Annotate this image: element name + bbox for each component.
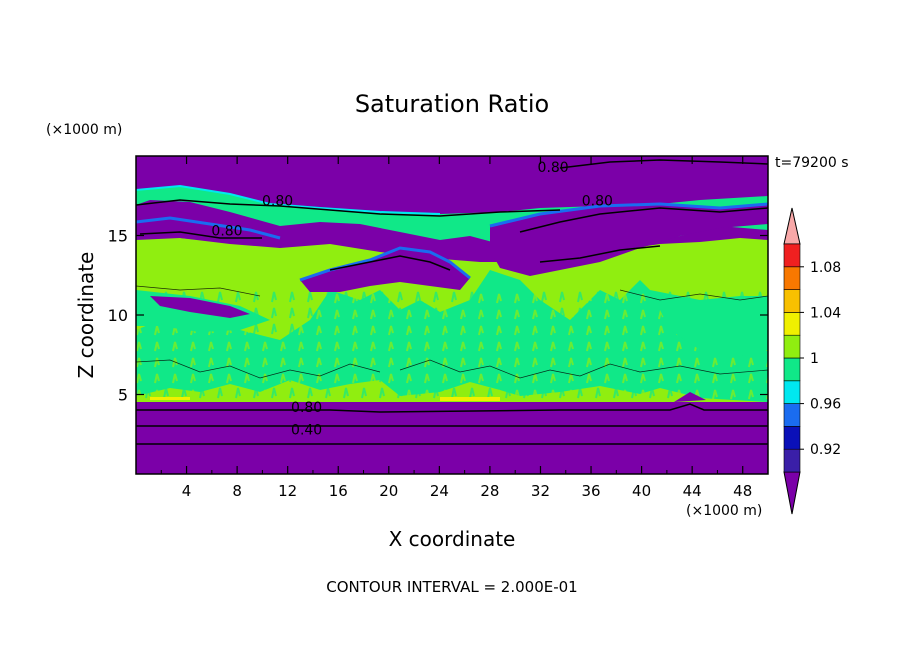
contour-wiggle-2 <box>399 359 768 379</box>
x-axis-ticks: 4 8 12 16 20 24 28 32 36 40 44 48 <box>160 156 752 500</box>
blue-edge-4 <box>136 184 441 215</box>
colorbar-below-triangle <box>783 471 801 515</box>
contour-wiggle-4 <box>619 289 768 301</box>
colorbar-band <box>783 426 801 450</box>
contour-wiggles <box>136 285 768 379</box>
colorbar-band <box>783 266 801 290</box>
dry-band-1 <box>136 156 768 214</box>
y-tick-label: 15 <box>108 227 128 246</box>
y-tick-label: 5 <box>118 386 128 405</box>
colorbar-tick-label: 1.08 <box>810 260 841 276</box>
saturation-field <box>136 156 768 474</box>
contour-line-top <box>559 159 768 169</box>
contour-label: 0.80 <box>262 194 293 210</box>
contour-line-080-lower <box>136 403 768 413</box>
chart-title: Saturation Ratio <box>355 90 549 118</box>
colorbar-band <box>783 380 801 404</box>
x-unit-label: (×1000 m) <box>686 503 762 519</box>
x-tick-label: 36 <box>581 482 600 500</box>
x-tick-label: 28 <box>480 482 499 500</box>
blue-edge-1 <box>136 216 281 240</box>
colorbar-band <box>783 243 801 268</box>
contour-label: 0.40 <box>291 422 322 438</box>
lower-dry-region <box>136 402 768 474</box>
y-tick-label: 10 <box>108 306 128 325</box>
contour-label: 0.80 <box>538 160 569 176</box>
contour-line-upper-3 <box>519 207 768 233</box>
x-tick-label: 44 <box>683 482 702 500</box>
contour-lines <box>136 159 768 445</box>
colorbar-band <box>783 403 801 427</box>
contour-label: 0.80 <box>211 224 242 240</box>
colorbar-band <box>783 312 801 336</box>
time-label: t=79200 s <box>775 155 849 171</box>
colorbar: 0.92 0.96 1 1.04 1.08 <box>783 207 841 515</box>
contour-label: 0.80 <box>291 400 322 416</box>
colorbar-band <box>783 289 801 313</box>
contour-wiggle-3 <box>136 285 261 297</box>
contour-line-upper-2 <box>139 231 262 239</box>
yellow-strip-1 <box>440 397 500 401</box>
dry-band-4 <box>300 248 470 292</box>
dry-band-5 <box>150 296 250 318</box>
x-tick-label: 8 <box>232 482 242 500</box>
contour-label: 0.80 <box>582 194 613 210</box>
contour-labels: 0.80 0.80 0.80 0.80 0.80 0.40 <box>211 160 613 438</box>
colorbar-band <box>783 357 801 382</box>
right-moist-patch <box>650 290 768 356</box>
colorbar-band <box>783 448 801 473</box>
colorbar-tick-label: 1 <box>810 351 819 367</box>
y-axis-ticks: 5 10 15 <box>108 227 768 405</box>
contour-interval-footer: CONTOUR INTERVAL = 2.000E-01 <box>326 578 577 596</box>
x-tick-label: 4 <box>182 482 192 500</box>
contour-line-upper-1 <box>136 199 561 217</box>
y-axis-label: Z coordinate <box>74 252 98 379</box>
yellow-strip-2 <box>150 397 190 400</box>
x-tick-label: 16 <box>329 482 348 500</box>
colorbar-above-triangle <box>783 207 801 245</box>
contour-wiggle-1 <box>136 359 381 379</box>
y-unit-label: (×1000 m) <box>46 122 122 138</box>
x-tick-label: 48 <box>733 482 752 500</box>
colorbar-tick-label: 1.04 <box>810 305 841 321</box>
contour-line-upper-4 <box>539 245 661 263</box>
x-axis-label: X coordinate <box>389 527 516 551</box>
x-tick-label: 40 <box>632 482 651 500</box>
contour-line-upper-5 <box>329 255 451 271</box>
colorbar-tick-label: 0.92 <box>810 442 841 458</box>
colorbar-band <box>783 334 801 359</box>
x-tick-label: 20 <box>379 482 398 500</box>
blue-edge-3 <box>489 202 768 228</box>
x-tick-label: 24 <box>430 482 449 500</box>
x-tick-label: 32 <box>531 482 550 500</box>
lower-bump <box>674 392 706 402</box>
x-tick-label: 12 <box>278 482 297 500</box>
colorbar-tick-label: 0.96 <box>810 397 841 413</box>
